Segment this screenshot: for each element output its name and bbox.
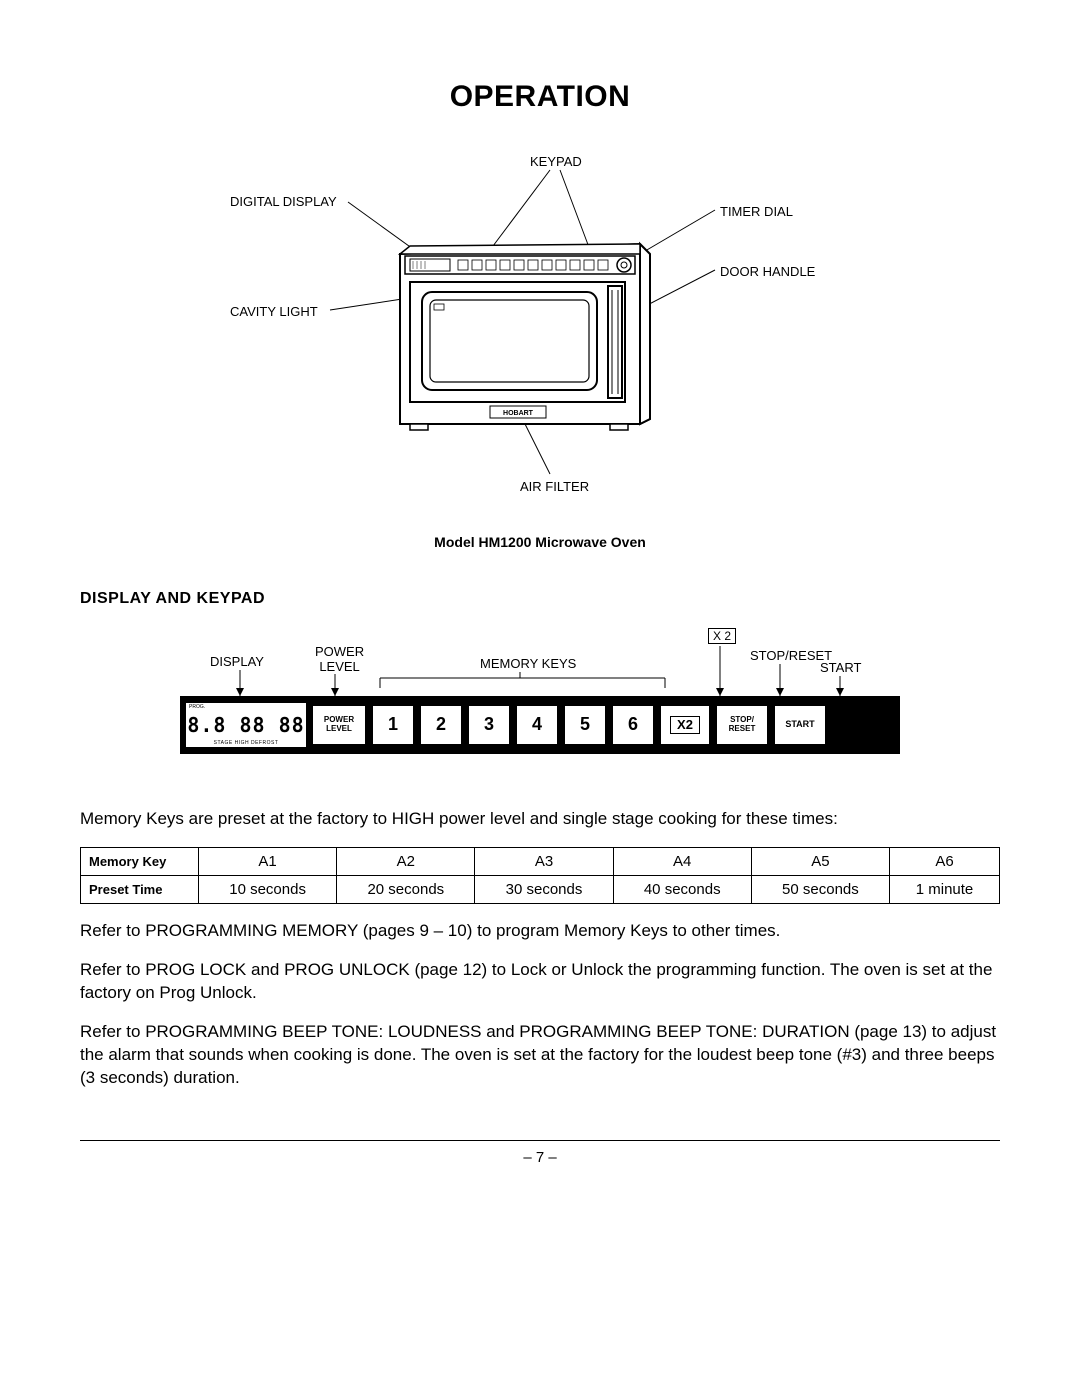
memory-key-5[interactable]: 5 [564,705,606,745]
table-cell: 50 seconds [751,875,889,903]
page: OPERATION KEYPAD DIGITAL DISPLAY TIMER D… [0,0,1080,1206]
table-cell: 1 minute [890,875,1000,903]
table-cell: 30 seconds [475,875,613,903]
lcd-sub: STAGE HIGH DEFROST [186,740,306,746]
page-title: OPERATION [80,80,1000,114]
diagram-caption: Model HM1200 Microwave Oven [80,534,1000,550]
stop-reset-button[interactable]: STOP/ RESET [716,705,768,745]
brand-text: HOBART [503,410,534,417]
keypad-diagram: DISPLAY POWER LEVEL MEMORY KEYS X 2 STOP… [180,628,900,768]
memory-key-2[interactable]: 2 [420,705,462,745]
table-cell: A3 [475,847,613,875]
lcd-digits: 8.8 88 88 [187,713,304,737]
power-level-button[interactable]: POWER LEVEL [312,705,366,745]
paragraph-2: Refer to PROGRAMMING MEMORY (pages 9 – 1… [80,920,1000,943]
memory-key-3[interactable]: 3 [468,705,510,745]
oven-icon: HOBART [380,224,660,444]
row-head-memory: Memory Key [81,847,199,875]
page-footer: – 7 – [80,1140,1000,1166]
table-cell: A2 [337,847,475,875]
table-cell: A6 [890,847,1000,875]
table-cell: A1 [199,847,337,875]
x2-button[interactable]: X2 [660,705,710,745]
memory-key-6[interactable]: 6 [612,705,654,745]
power-level-label: POWER LEVEL [313,716,365,734]
x2-label: X2 [670,716,700,734]
oven-diagram: KEYPAD DIGITAL DISPLAY TIMER DIAL DOOR H… [190,154,890,524]
table-cell: A5 [751,847,889,875]
preset-table: Memory Key A1 A2 A3 A4 A5 A6 Preset Time… [80,847,1000,904]
page-number: – 7 – [523,1149,556,1166]
table-row: Preset Time 10 seconds 20 seconds 30 sec… [81,875,1000,903]
lcd-prog: PROG. [189,704,205,710]
table-cell: 20 seconds [337,875,475,903]
paragraph-4: Refer to PROGRAMMING BEEP TONE: LOUDNESS… [80,1021,1000,1090]
table-cell: 10 seconds [199,875,337,903]
keypad-bar: PROG. 8.8 88 88 STAGE HIGH DEFROST POWER… [180,696,900,754]
start-button[interactable]: START [774,705,826,745]
memory-key-1[interactable]: 1 [372,705,414,745]
table-cell: A4 [613,847,751,875]
paragraph-3: Refer to PROG LOCK and PROG UNLOCK (page… [80,959,1000,1005]
memory-key-4[interactable]: 4 [516,705,558,745]
start-label: START [785,720,814,730]
row-head-preset: Preset Time [81,875,199,903]
stop-reset-label: STOP/ RESET [717,716,767,734]
section-heading: DISPLAY AND KEYPAD [80,590,1000,608]
paragraph-1: Memory Keys are preset at the factory to… [80,808,1000,831]
table-row: Memory Key A1 A2 A3 A4 A5 A6 [81,847,1000,875]
table-cell: 40 seconds [613,875,751,903]
lcd-display: PROG. 8.8 88 88 STAGE HIGH DEFROST [186,703,306,747]
